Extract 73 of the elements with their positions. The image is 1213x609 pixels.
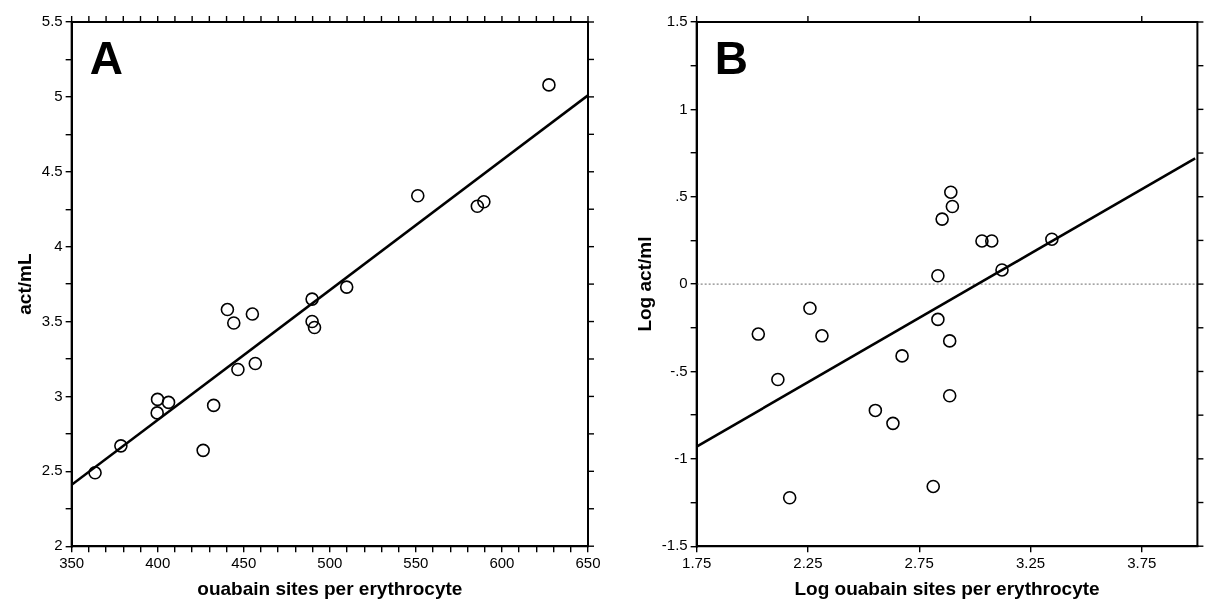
y-tick-label: -1.5: [661, 536, 688, 554]
point: [935, 212, 949, 226]
annotation: B: [714, 31, 748, 84]
y-tick-label: 4.5: [41, 161, 63, 179]
point: [931, 312, 945, 327]
x-axis-title: ouabain sites per erythrocyte: [197, 577, 463, 599]
y-axis-title: Log act/ml: [633, 236, 655, 332]
x-tick-label: 3.25: [1015, 554, 1046, 572]
annotation: A: [89, 31, 123, 84]
point: [1045, 232, 1059, 246]
point: [88, 466, 102, 480]
point: [307, 320, 322, 335]
point: [206, 398, 221, 413]
point: [410, 188, 425, 203]
point: [226, 316, 241, 330]
point: [339, 280, 354, 294]
x-tick-label: 400: [145, 554, 171, 572]
x-tick-label: 500: [317, 554, 343, 572]
point: [114, 439, 128, 453]
point: [477, 194, 491, 209]
y-tick-label: 0: [679, 274, 688, 292]
x-tick-label: 2.75: [904, 554, 934, 572]
point: [220, 302, 235, 317]
x-tick-label: 550: [403, 554, 429, 572]
point: [942, 334, 957, 348]
y-tick-label: 1.5: [666, 12, 688, 30]
y-tick-label: 2.5: [41, 461, 63, 479]
point: [305, 314, 319, 329]
point: [815, 329, 829, 343]
x-tick-label: 3.75: [1127, 554, 1157, 572]
point: [782, 491, 797, 505]
point: [771, 372, 785, 387]
y-tick-label: 1: [679, 99, 688, 117]
point: [886, 416, 900, 431]
point: [751, 327, 766, 341]
x-tick-label: 450: [231, 554, 257, 572]
point: [542, 78, 556, 92]
point: [305, 292, 319, 306]
point: [150, 392, 165, 407]
x-tick-label: 600: [489, 554, 515, 572]
y-tick-label: .5: [675, 186, 688, 204]
y-tick-label: 4: [54, 236, 63, 254]
point: [931, 268, 945, 283]
y-tick-label: -.5: [670, 361, 688, 379]
x-tick-label: 350: [59, 554, 85, 572]
point: [470, 199, 485, 214]
point: [231, 362, 245, 377]
point: [942, 388, 957, 403]
y-tick-label: 3.5: [41, 311, 63, 329]
x-tick-label: 1.75: [682, 554, 712, 572]
y-tick-label: 5: [54, 87, 63, 105]
point: [161, 395, 176, 410]
y-tick-label: 2: [54, 536, 63, 554]
point: [150, 406, 164, 420]
point: [984, 234, 999, 248]
point: [926, 479, 941, 494]
point: [944, 185, 958, 199]
y-axis-title: act/mL: [13, 253, 35, 315]
point: [895, 349, 909, 363]
x-tick-label: 2.25: [793, 554, 823, 572]
y-tick-label: -1: [674, 448, 688, 466]
point: [245, 307, 260, 321]
y-tick-label: 3: [54, 386, 63, 404]
point: [196, 443, 210, 458]
y-tick-label: 5.5: [41, 12, 63, 30]
point: [945, 199, 960, 214]
point: [995, 263, 1009, 277]
x-tick-label: 650: [575, 554, 601, 572]
point: [975, 234, 989, 248]
x-axis-title: Log ouabain sites per erythrocyte: [794, 577, 1100, 599]
point: [868, 403, 883, 418]
point: [803, 301, 817, 316]
point: [248, 356, 263, 371]
